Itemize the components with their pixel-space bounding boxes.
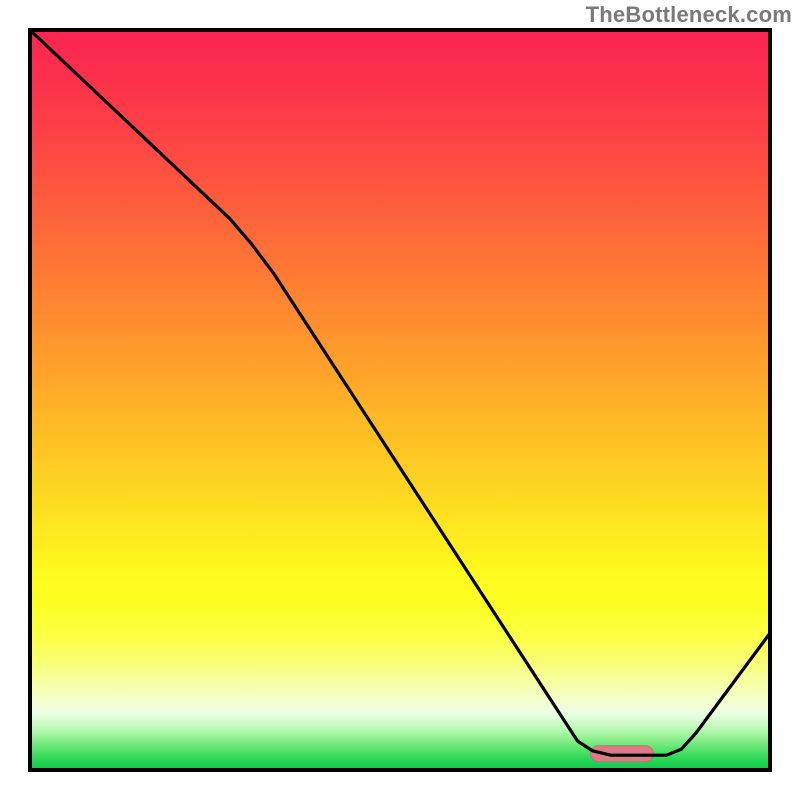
chart-container: { "watermark": "TheBottleneck.com", "can…: [0, 0, 800, 800]
plot-background: [30, 30, 770, 770]
watermark-text: TheBottleneck.com: [586, 2, 792, 28]
bottleneck-chart: [0, 0, 800, 800]
